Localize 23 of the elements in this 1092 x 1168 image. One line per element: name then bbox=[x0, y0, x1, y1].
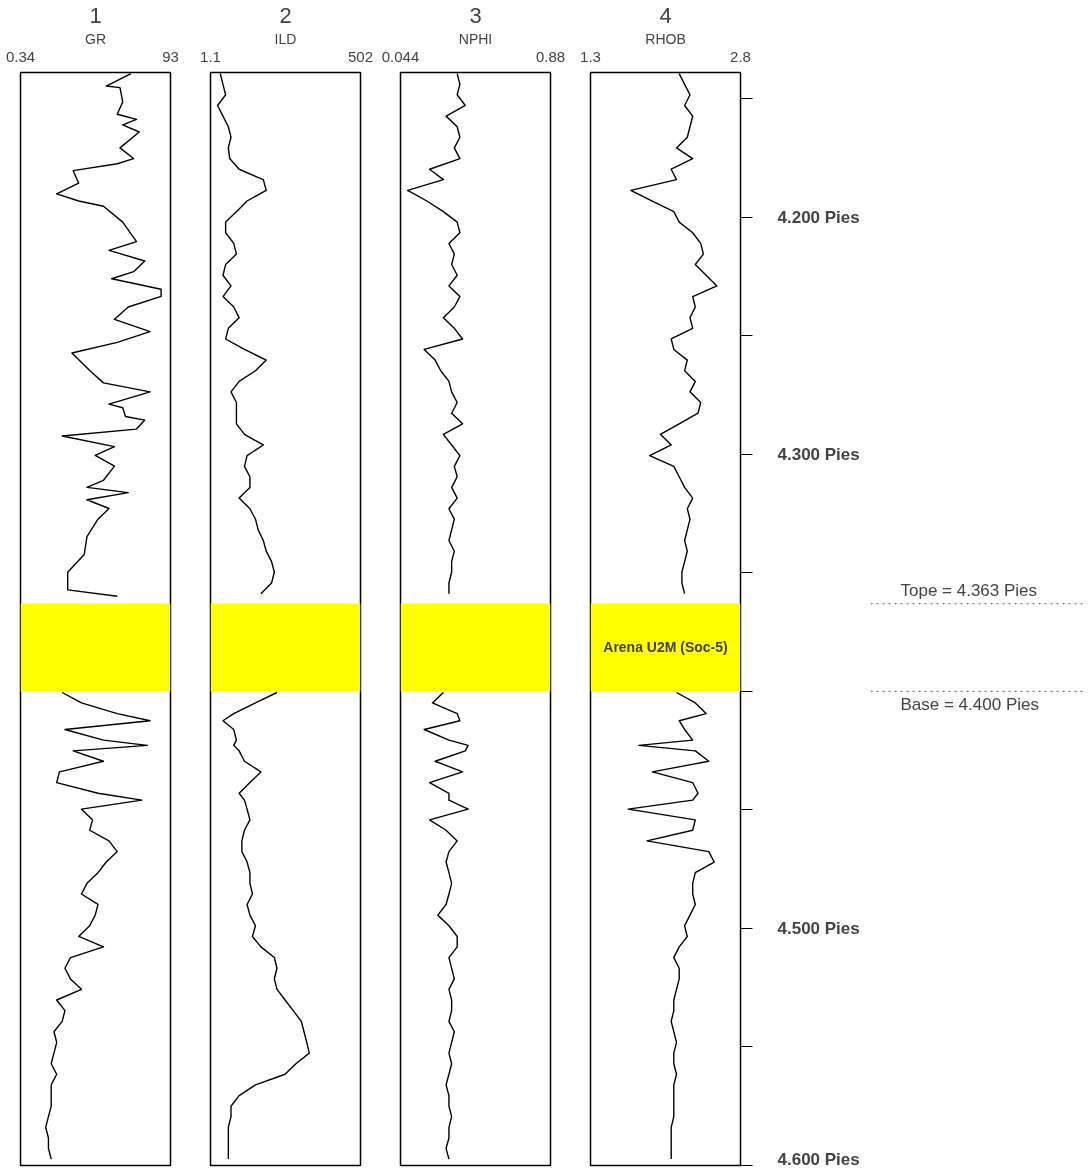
x-axis-title: RHOB bbox=[645, 30, 686, 47]
ref-line-label: Base = 4.400 Pies bbox=[900, 695, 1039, 715]
x-tick-label: 1.1 bbox=[200, 47, 221, 65]
y-tick-label: 4.300 Pies bbox=[777, 444, 860, 464]
x-tick-label: 1.3 bbox=[580, 47, 601, 65]
x-tick-label: 0.88 bbox=[535, 47, 566, 65]
y-tick-label: 4.600 Pies bbox=[777, 1149, 860, 1168]
x-tick-label: 502 bbox=[347, 47, 374, 65]
band-label: Arena U2M (Soc-5) bbox=[603, 639, 728, 656]
y-tick-label: 4.200 Pies bbox=[777, 207, 860, 227]
x-axis-title: GR bbox=[85, 30, 106, 47]
chart-title: 2 bbox=[279, 2, 292, 28]
x-axis-title: NPHI bbox=[458, 30, 493, 47]
x-tick-label: 0.34 bbox=[5, 47, 36, 65]
x-tick-label: 0.044 bbox=[381, 47, 420, 65]
chart-title: 4 bbox=[659, 2, 672, 28]
chart-title: 3 bbox=[469, 2, 482, 28]
x-tick-label: 93 bbox=[162, 47, 179, 65]
ref-line-label: Tope = 4.363 Pies bbox=[900, 580, 1038, 600]
y-tick-label: 4.500 Pies bbox=[777, 918, 860, 938]
chart-title: 1 bbox=[89, 2, 102, 28]
x-axis-title: ILD bbox=[274, 30, 297, 47]
x-tick-label: 2.8 bbox=[730, 47, 751, 65]
